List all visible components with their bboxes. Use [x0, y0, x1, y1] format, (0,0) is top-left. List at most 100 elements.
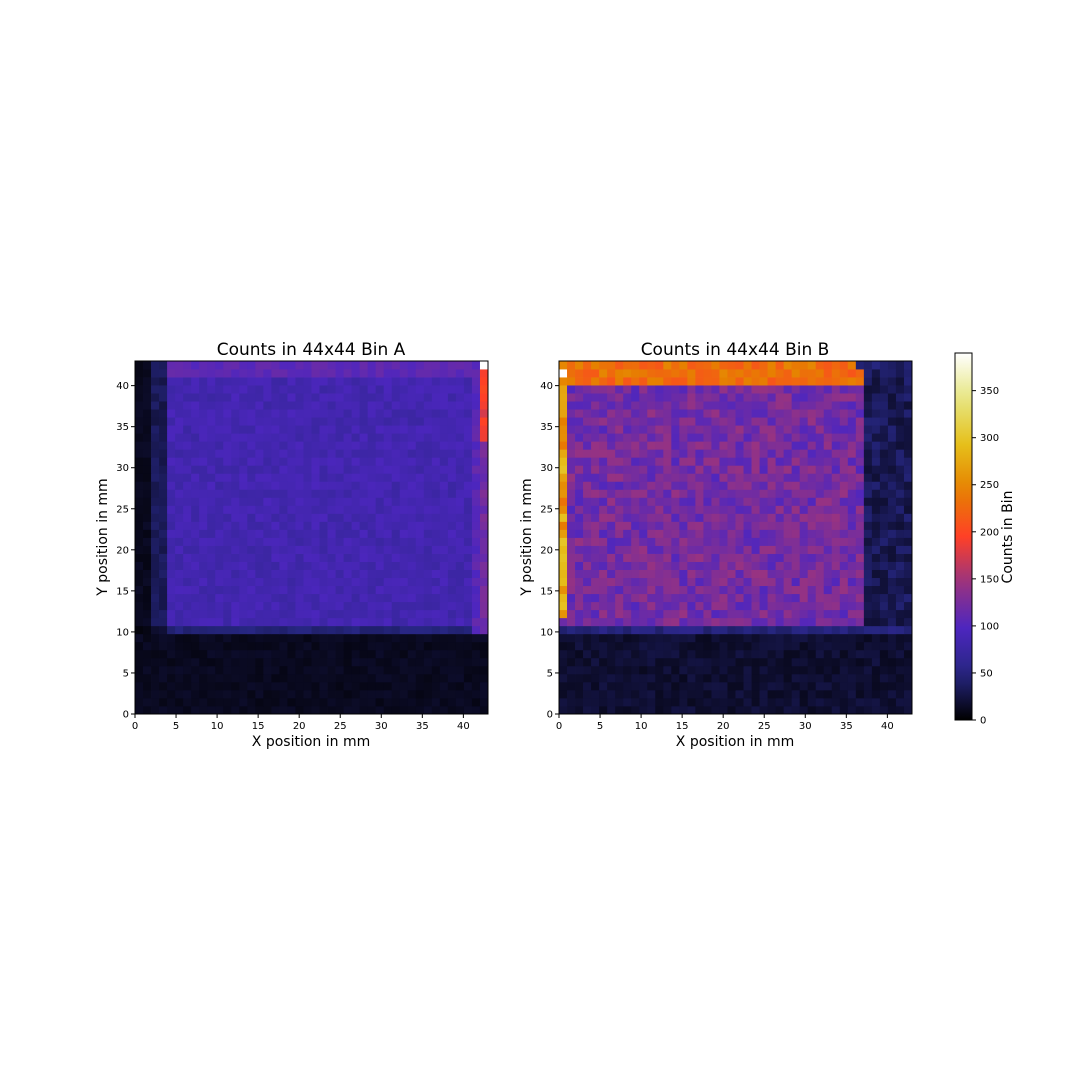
heatmap-cell [311, 449, 320, 458]
heatmap-cell [583, 553, 592, 562]
heatmap-cell [623, 577, 632, 587]
heatmap-cell [143, 537, 152, 546]
heatmap-cell [799, 569, 809, 579]
heatmap-cell [287, 617, 296, 627]
heatmap-cell [335, 697, 344, 707]
heatmap-cell [823, 441, 833, 450]
heatmap-cell [183, 569, 192, 579]
heatmap-cell [871, 369, 881, 378]
heatmap-cell [271, 593, 280, 603]
heatmap-cell [407, 649, 417, 659]
heatmap-cell [143, 665, 152, 675]
heatmap-cell [311, 529, 320, 538]
heatmap-cell [359, 545, 369, 554]
heatmap-cell [815, 369, 825, 378]
heatmap-cell [575, 617, 584, 627]
heatmap-cell [191, 377, 200, 386]
heatmap-cell [471, 449, 481, 458]
heatmap-cell [175, 513, 184, 522]
heatmap-cell [751, 377, 760, 386]
heatmap-cell [879, 457, 889, 466]
heatmap-cell [775, 385, 785, 394]
heatmap-cell [863, 385, 873, 394]
heatmap-cell [567, 625, 576, 635]
heatmap-cell [767, 649, 777, 659]
heatmap-cell [135, 649, 144, 659]
heatmap-cell [735, 545, 744, 554]
heatmap-cell [287, 609, 296, 619]
heatmap-cell [879, 689, 889, 699]
heatmap-cell [615, 625, 624, 635]
heatmap-cell [271, 569, 280, 579]
heatmap-cell [639, 497, 648, 506]
heatmap-cell [815, 697, 825, 707]
heatmap-cell [335, 401, 344, 410]
heatmap-cell [807, 697, 817, 707]
heatmap-cell [447, 385, 457, 394]
heatmap-cell [775, 361, 785, 370]
heatmap-cell [871, 601, 881, 611]
heatmap-cell [463, 377, 473, 386]
heatmap-cell [871, 665, 881, 675]
heatmap-cell [479, 625, 489, 635]
heatmap-cell [719, 361, 728, 370]
heatmap-cell [879, 609, 889, 619]
heatmap-cell [767, 585, 777, 595]
heatmap-cell [135, 673, 144, 683]
heatmap-cell [855, 577, 865, 587]
heatmap-cell [255, 425, 264, 434]
heatmap-cell [607, 369, 616, 378]
heatmap-cell [287, 633, 296, 643]
heatmap-cell [255, 377, 264, 386]
heatmap-cell [263, 489, 272, 498]
heatmap-cell [831, 585, 841, 595]
heatmap-cell [575, 361, 584, 370]
heatmap-cell [599, 505, 608, 514]
colorbar-frame [954, 352, 973, 721]
heatmap-cell [351, 505, 361, 514]
heatmap-cell [223, 473, 232, 482]
heatmap-cell [351, 633, 361, 643]
heatmap-cell [623, 513, 632, 522]
heatmap-cell [279, 537, 288, 546]
heatmap-cell [671, 513, 680, 522]
heatmap-cell [631, 705, 640, 715]
heatmap-cell [271, 657, 280, 667]
heatmap-cell [743, 641, 752, 651]
heatmap-cell [191, 561, 200, 570]
heatmap-cell [327, 625, 336, 635]
heatmap-cell [655, 449, 664, 458]
heatmap-cell [631, 641, 640, 651]
heatmap-cell [191, 441, 200, 450]
heatmap-cell [639, 529, 648, 538]
heatmap-cell [583, 617, 592, 627]
heatmap-cell [223, 441, 232, 450]
heatmap-cell [407, 585, 417, 595]
heatmap-cell [143, 441, 152, 450]
heatmap-cell [807, 545, 817, 554]
heatmap-cell [295, 617, 304, 627]
heatmap-cell [151, 665, 160, 675]
heatmap-cell [407, 529, 417, 538]
heatmap-cell [615, 425, 624, 434]
heatmap-cell [879, 473, 889, 482]
heatmap-cell [647, 593, 656, 603]
heatmap-cell [599, 689, 608, 699]
heatmap-cell [631, 377, 640, 386]
heatmap-cell [207, 537, 216, 546]
heatmap-cell [687, 577, 696, 587]
heatmap-cell [135, 433, 144, 442]
heatmap-cell [783, 457, 793, 466]
heatmap-cell [751, 369, 760, 378]
heatmap-cell [583, 697, 592, 707]
heatmap-cell [303, 545, 312, 554]
heatmap-cell [839, 649, 849, 659]
heatmap-cell [815, 529, 825, 538]
heatmap-cell [447, 425, 457, 434]
heatmap-cell [815, 601, 825, 611]
heatmap-cell [599, 593, 608, 603]
heatmap-cell [351, 601, 361, 611]
heatmap-cell [807, 569, 817, 579]
heatmap-cell [767, 393, 777, 402]
heatmap-cell [439, 513, 449, 522]
